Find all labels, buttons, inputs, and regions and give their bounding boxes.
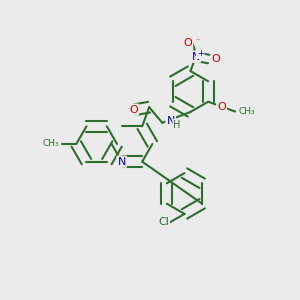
Text: CH₃: CH₃ <box>238 107 255 116</box>
Text: N: N <box>167 116 175 126</box>
Text: N: N <box>191 52 200 62</box>
Text: +: + <box>197 49 204 58</box>
Text: ⁻: ⁻ <box>195 37 200 46</box>
Text: Cl: Cl <box>158 217 169 227</box>
Text: O: O <box>183 38 192 48</box>
Text: O: O <box>212 54 220 64</box>
Text: O: O <box>129 105 138 115</box>
Text: O: O <box>217 102 226 112</box>
Text: N: N <box>118 157 126 167</box>
Text: CH₃: CH₃ <box>42 140 59 148</box>
Text: H: H <box>173 120 181 130</box>
